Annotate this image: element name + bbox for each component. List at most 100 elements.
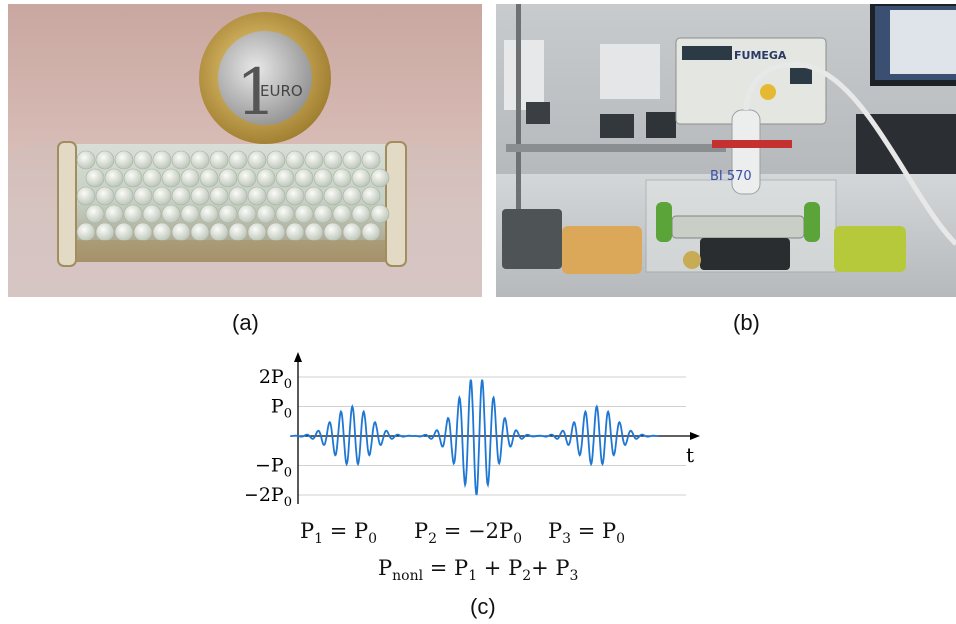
- glass-bead: [190, 150, 210, 170]
- glass-bead: [180, 204, 200, 224]
- eq-p1-lhs-sub: 1: [314, 531, 324, 547]
- eq-pnonl-s3: 3: [569, 568, 579, 584]
- glass-bead: [85, 204, 105, 224]
- glass-bead: [190, 186, 210, 206]
- glass-bead: [171, 186, 191, 206]
- eq-p1-rhs-sub: 0: [368, 531, 378, 547]
- eq-pnonl-lhs-sub: nonl: [392, 568, 424, 584]
- glass-bead: [323, 222, 343, 242]
- glass-bead: [247, 186, 267, 206]
- glass-bead: [247, 222, 267, 242]
- equation-p1: P1 = P0: [300, 519, 378, 547]
- glass-bead: [228, 222, 248, 242]
- lab-setup-illustration: FUMEGA BI 570: [496, 4, 956, 297]
- pulse-3-line: [534, 404, 659, 467]
- glass-bead: [161, 168, 181, 188]
- glass-bead: [351, 204, 371, 224]
- glass-bead: [247, 150, 267, 170]
- glass-bead: [104, 168, 124, 188]
- glass-bead: [123, 168, 143, 188]
- glass-bead: [351, 168, 371, 188]
- glass-bead: [104, 204, 124, 224]
- glass-bead: [294, 168, 314, 188]
- glass-bead: [95, 222, 115, 242]
- pulse-1-line: [290, 404, 415, 467]
- glass-bead: [114, 186, 134, 206]
- glass-bead: [237, 204, 257, 224]
- pressure-pulse-chart: 2P0 P0 −P0 −2P0 t: [246, 352, 700, 510]
- glass-bead: [304, 186, 324, 206]
- glass-bead: [256, 204, 276, 224]
- glass-bead: [266, 186, 286, 206]
- panel-label-a: (a): [232, 310, 259, 335]
- glass-bead: [304, 150, 324, 170]
- handwritten-label: BI 570: [710, 169, 752, 184]
- glass-bead: [266, 150, 286, 170]
- eq-pnonl-s2: 2: [522, 568, 532, 584]
- glass-bead: [171, 150, 191, 170]
- glass-bead: [76, 186, 96, 206]
- glass-bead: [266, 222, 286, 242]
- glass-bead: [152, 222, 172, 242]
- glass-bead: [342, 222, 362, 242]
- eq-pnonl-lhs: P: [378, 556, 393, 580]
- coin-euro-text: EURO: [260, 82, 303, 100]
- eq-p1-lhs: P: [300, 519, 315, 543]
- glass-bead: [275, 168, 295, 188]
- eq-pnonl-t3: P: [555, 556, 570, 580]
- glass-bead: [370, 168, 390, 188]
- pulse-2-line: [414, 379, 539, 496]
- phantom-photo-illustration: 1 EURO: [8, 4, 482, 297]
- x-axis-label: t: [686, 443, 694, 467]
- glass-bead: [133, 186, 153, 206]
- eq-pnonl-t2: P: [508, 556, 523, 580]
- y-tick-label: 2P0: [259, 366, 292, 392]
- glass-bead: [237, 168, 257, 188]
- glass-bead: [332, 168, 352, 188]
- glass-bead: [361, 186, 381, 206]
- glass-bead: [313, 204, 333, 224]
- glass-bead: [332, 204, 352, 224]
- glass-bead: [313, 168, 333, 188]
- glass-bead: [370, 204, 390, 224]
- eq-pnonl-s1: 1: [468, 568, 478, 584]
- coin-graphic: 1 EURO: [199, 12, 331, 144]
- glass-bead: [85, 168, 105, 188]
- device-brand-text: FUMEGA: [734, 49, 787, 62]
- glass-bead: [209, 186, 229, 206]
- glass-bead: [228, 150, 248, 170]
- photo-phantom-beads: 1 EURO: [8, 4, 482, 297]
- glass-bead: [95, 150, 115, 170]
- glass-bead: [199, 168, 219, 188]
- panel-label-b: (b): [733, 310, 760, 335]
- glass-bead: [114, 150, 134, 170]
- glass-bead: [161, 204, 181, 224]
- eq-p3-rhs: P: [602, 519, 617, 543]
- eq-p2-lhs: P: [414, 519, 429, 543]
- glass-bead: [285, 222, 305, 242]
- photo-lab-setup: FUMEGA BI 570: [496, 4, 956, 297]
- eq-p3-lhs: P: [548, 519, 563, 543]
- glass-bead: [323, 186, 343, 206]
- glass-bead: [218, 168, 238, 188]
- glass-bead: [199, 204, 219, 224]
- glass-bead: [294, 204, 314, 224]
- glass-bead: [361, 222, 381, 242]
- glass-bead: [342, 150, 362, 170]
- eq-p3-lhs-sub: 3: [562, 531, 572, 547]
- eq-p2-prefix: −2: [468, 519, 499, 543]
- glass-bead: [256, 168, 276, 188]
- y-tick-label: P0: [271, 396, 292, 422]
- glass-bead: [323, 150, 343, 170]
- glass-bead: [123, 204, 143, 224]
- glass-bead: [95, 186, 115, 206]
- glass-bead: [209, 222, 229, 242]
- glass-bead: [209, 150, 229, 170]
- glass-bead: [285, 186, 305, 206]
- glass-bead: [361, 150, 381, 170]
- panel-label-c: (c): [470, 594, 496, 619]
- glass-bead: [152, 150, 172, 170]
- y-tick-labels: 2P0 P0 −P0 −2P0: [246, 366, 292, 510]
- eq-p2-rhs: P: [498, 519, 514, 543]
- pulse-series: [290, 379, 659, 496]
